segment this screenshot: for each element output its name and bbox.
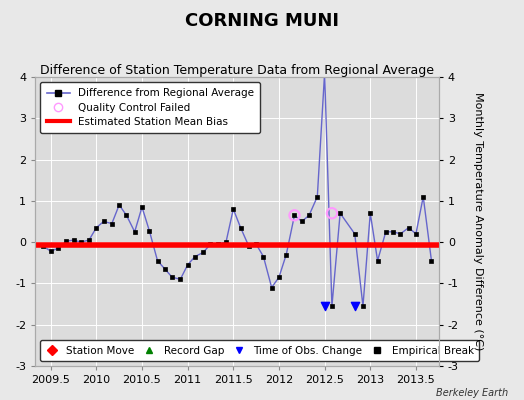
- Title: Difference of Station Temperature Data from Regional Average: Difference of Station Temperature Data f…: [40, 64, 434, 77]
- Point: [290, 212, 299, 218]
- Point: [320, 303, 329, 309]
- Point: [351, 303, 359, 309]
- Legend: Station Move, Record Gap, Time of Obs. Change, Empirical Break: Station Move, Record Gap, Time of Obs. C…: [40, 340, 479, 361]
- Point: [328, 210, 336, 216]
- Text: Berkeley Earth: Berkeley Earth: [436, 388, 508, 398]
- Text: CORNING MUNI: CORNING MUNI: [185, 12, 339, 30]
- Y-axis label: Monthly Temperature Anomaly Difference (°C): Monthly Temperature Anomaly Difference (…: [473, 92, 483, 351]
